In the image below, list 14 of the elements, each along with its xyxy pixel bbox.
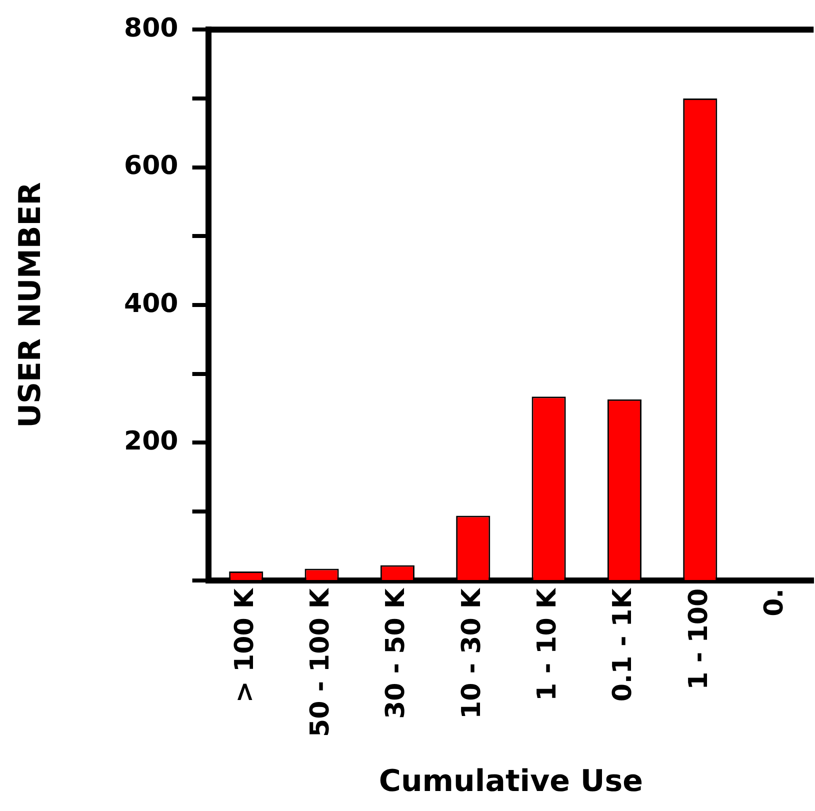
x-tick-label: 0.1 - 1K [608, 588, 638, 702]
y-axis-title: USER NUMBER [12, 182, 48, 428]
x-tick-label: 10 - 30 K [456, 588, 487, 719]
y-tick-label: 200 [124, 426, 178, 456]
x-tick-label: > 100 K [230, 588, 260, 703]
y-tick-label: 600 [124, 151, 178, 182]
y-tick-label: 400 [124, 288, 178, 319]
x-tick-label: 50 - 100 K [306, 588, 336, 738]
x-tick-label: 30 - 50 K [381, 588, 412, 719]
y-tick-label: 800 [124, 13, 178, 44]
x-axis-title: Cumulative Use [378, 764, 643, 799]
x-tick-label: 1 - 10 K [532, 588, 563, 701]
x-tick-label: 1 - 100 [684, 588, 714, 690]
x-tick-label: 0. [760, 588, 790, 616]
